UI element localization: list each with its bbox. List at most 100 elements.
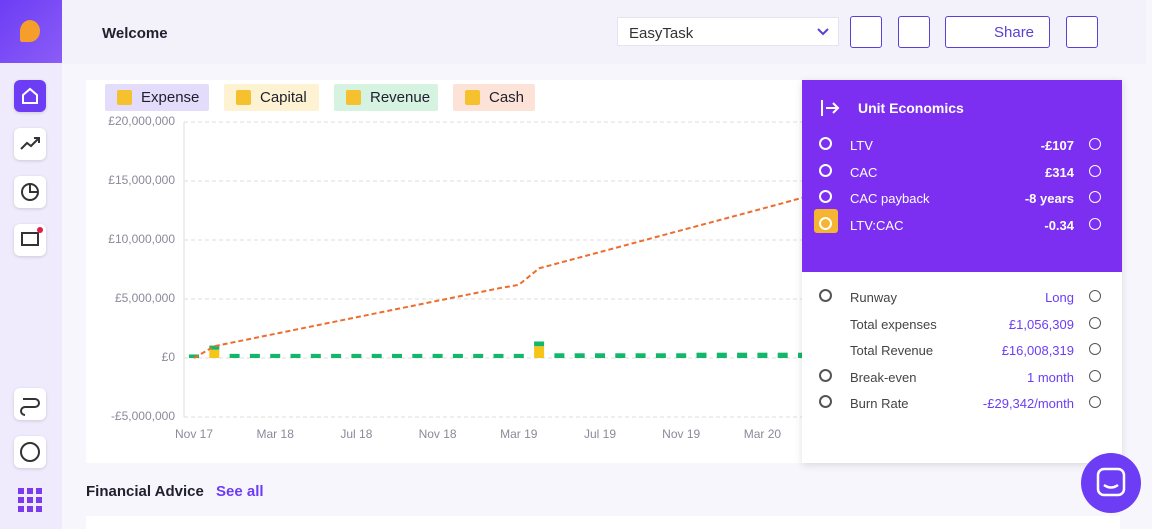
zoom-icon[interactable] <box>819 368 832 382</box>
messages-button[interactable] <box>14 224 46 256</box>
detail-label: Total expenses <box>850 316 937 332</box>
unit-economics-panel: Unit Economics LTV -£107 CAC £314 CAC paybac… <box>802 80 1122 463</box>
apps-grid[interactable] <box>18 488 42 512</box>
see-all-link[interactable]: See all <box>216 483 264 500</box>
x-tick-label: Nov 19 <box>662 427 700 441</box>
download-button[interactable] <box>850 16 882 48</box>
metric-label: LTV <box>850 138 873 153</box>
metric-value: -£107 <box>1040 138 1074 153</box>
x-tick-label: Jul 19 <box>584 427 616 441</box>
bar-segment <box>392 353 402 358</box>
bar-segment <box>716 352 727 358</box>
zoom-icon[interactable] <box>819 216 832 230</box>
zoom-icon[interactable] <box>819 163 832 177</box>
section-title: Financial Advice <box>86 483 204 500</box>
bar-segment <box>696 352 707 358</box>
bar-segment <box>655 353 666 358</box>
help-button[interactable] <box>14 436 46 468</box>
metric-value: £314 <box>1045 164 1074 180</box>
legend-checkbox[interactable] <box>465 90 480 105</box>
legend-checkbox[interactable] <box>236 90 251 105</box>
legend-item[interactable]: Cash <box>453 84 535 111</box>
y-tick-label: £0 <box>162 350 176 364</box>
legend-checkbox[interactable] <box>346 90 361 105</box>
bar-segment <box>757 352 768 358</box>
info-icon[interactable] <box>1089 316 1101 329</box>
y-tick-label: £10,000,000 <box>108 232 175 246</box>
x-tick-label: Nov 17 <box>175 427 213 441</box>
y-tick-label: -£5,000,000 <box>111 409 175 423</box>
chat-button[interactable] <box>1081 453 1141 513</box>
bar-segment <box>229 353 240 358</box>
bar-segment <box>209 349 220 358</box>
bar-segment <box>452 353 463 358</box>
bar-segment <box>615 353 626 358</box>
info-icon[interactable] <box>1089 343 1101 355</box>
metrics-header: Unit Economics LTV -£107 CAC £314 CAC paybac… <box>802 80 1122 272</box>
zoom-icon[interactable] <box>819 289 832 302</box>
settings-button[interactable] <box>1066 16 1098 48</box>
info-icon[interactable] <box>1089 369 1101 382</box>
bar-segment <box>473 353 484 358</box>
page-title: Welcome <box>102 25 168 42</box>
detail-label: Runway <box>850 290 897 305</box>
line-series <box>193 196 804 359</box>
bar-segment <box>513 353 524 358</box>
info-icon[interactable] <box>1089 164 1101 177</box>
home-button[interactable] <box>14 80 46 112</box>
pie-button[interactable] <box>14 176 46 208</box>
present-button[interactable] <box>898 16 930 48</box>
detail-label: Total Revenue <box>850 343 934 358</box>
zoom-icon[interactable] <box>819 137 832 150</box>
zoom-icon[interactable] <box>819 395 832 408</box>
sidebar <box>0 0 62 529</box>
trends-button[interactable] <box>14 128 46 160</box>
info-icon[interactable] <box>1089 138 1101 150</box>
bar-segment <box>189 354 199 358</box>
bar-segment <box>371 353 382 358</box>
detail-value: £1,056,309 <box>1008 316 1074 332</box>
advice-card <box>86 516 1120 529</box>
y-tick-label: £15,000,000 <box>108 173 175 187</box>
legend-checkbox[interactable] <box>117 90 132 105</box>
x-tick-label: Jul 18 <box>340 427 372 441</box>
detail-value: -£29,342/month <box>982 396 1074 411</box>
project-select[interactable]: EasyTask <box>617 17 839 46</box>
settings-flow-button[interactable] <box>14 388 46 420</box>
legend-item[interactable]: Expense <box>105 84 209 111</box>
bar-segment <box>554 353 565 358</box>
info-icon[interactable] <box>1089 290 1101 302</box>
x-tick-label: Mar 18 <box>257 427 295 441</box>
bar-segment <box>676 353 687 358</box>
legend-item[interactable]: Capital <box>224 84 319 111</box>
top-bar: Welcome EasyTask Share <box>62 0 1146 64</box>
logo[interactable] <box>0 0 62 63</box>
info-icon[interactable] <box>1089 396 1101 408</box>
bar-segment <box>493 353 504 358</box>
info-icon[interactable] <box>1089 191 1101 203</box>
bar-segment <box>534 346 545 358</box>
y-tick-label: £20,000,000 <box>108 114 175 128</box>
x-tick-label: Mar 20 <box>744 427 782 441</box>
metric-value: -0.34 <box>1044 217 1074 233</box>
bar-segment <box>737 352 748 358</box>
x-tick-label: Nov 18 <box>419 427 457 441</box>
bar-segment <box>310 353 321 358</box>
share-label: Share <box>994 24 1035 41</box>
detail-label: Break-even <box>850 369 917 385</box>
bar-segment <box>574 353 585 358</box>
detail-label: Burn Rate <box>850 396 909 411</box>
bar-segment <box>270 353 281 358</box>
bar-segment <box>412 353 423 358</box>
bar-segment <box>432 353 443 358</box>
detail-value: £16,008,319 <box>1001 343 1074 358</box>
legend-item[interactable]: Revenue <box>334 84 438 111</box>
bar-segment <box>209 345 220 350</box>
share-button[interactable]: Share <box>945 16 1050 48</box>
metric-label: CAC payback <box>850 191 930 206</box>
zoom-icon[interactable] <box>819 190 832 203</box>
metric-label: LTV:CAC <box>850 217 904 233</box>
info-icon[interactable] <box>1089 217 1101 230</box>
bar-segment <box>249 353 260 358</box>
